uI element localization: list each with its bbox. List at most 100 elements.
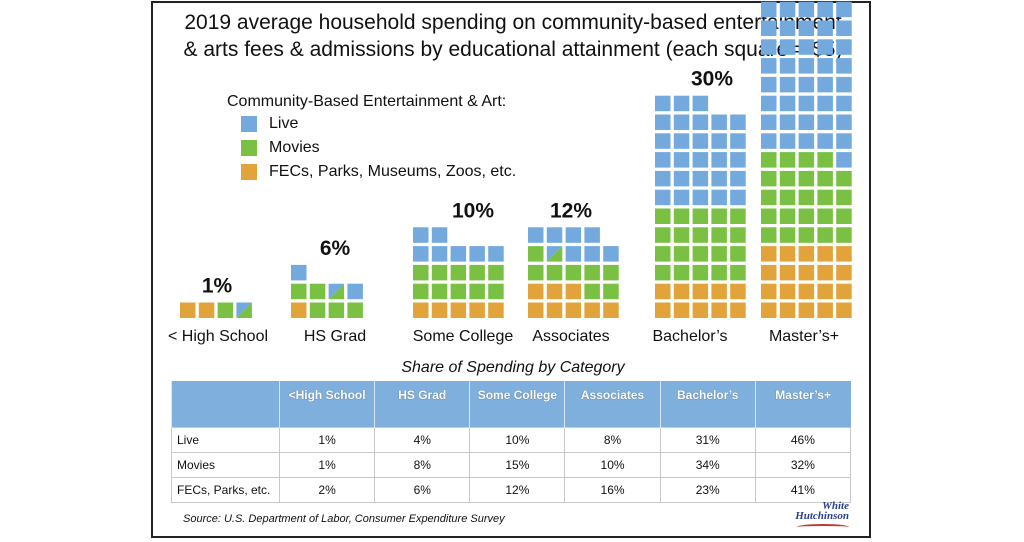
waffle-square [546, 283, 563, 300]
waffle-square [431, 302, 448, 318]
waffle-square [836, 302, 852, 318]
source-note: Source: U.S. Department of Labor, Consum… [183, 513, 505, 525]
waffle-square [817, 170, 833, 187]
waffle-square [584, 283, 600, 300]
waffle-half-square [236, 302, 252, 318]
legend-item-fecs: FECs, Parks, Museums, Zoos, etc. [241, 163, 516, 181]
waffle-square [817, 189, 833, 206]
waffle-square [779, 246, 796, 262]
waffle-square [761, 20, 777, 36]
waffle-square [798, 264, 815, 281]
waffle-square [779, 58, 796, 74]
waffle-square [673, 227, 690, 243]
waffle-square [798, 114, 815, 130]
logo-line-2: Hutchinson [795, 510, 849, 522]
legend-swatch-movies [241, 139, 257, 156]
waffle-square [711, 114, 727, 130]
share-table: <High School HS Grad Some College Associ… [171, 381, 852, 503]
waffle-square [798, 283, 815, 300]
waffle-square [565, 302, 582, 318]
waffle-half-square [328, 283, 345, 300]
waffle-square [603, 246, 619, 262]
waffle-square [761, 39, 777, 55]
waffle-square [673, 246, 690, 262]
waffle-square [836, 39, 852, 55]
waffle-square [798, 246, 815, 262]
waffle-square [761, 246, 777, 262]
waffle-square [546, 264, 563, 281]
waffle-square [692, 264, 709, 281]
waffle-square [584, 302, 600, 318]
waffle-square [692, 208, 709, 224]
table-cell: 23% [659, 477, 756, 503]
waffle-square [779, 95, 796, 112]
waffle-half-square [236, 302, 252, 318]
waffle-square [798, 39, 815, 55]
waffle-square [603, 283, 619, 300]
waffle-square [711, 246, 727, 262]
waffle-square [692, 170, 709, 187]
waffle-square [798, 76, 815, 93]
waffle-square [347, 302, 363, 318]
waffle-square [673, 133, 690, 149]
legend-swatch-live [241, 115, 257, 132]
waffle-square [655, 208, 671, 224]
table-header-masters-plus: Master’s+ [754, 381, 851, 428]
waffle-square [450, 302, 467, 318]
waffle-square [450, 264, 467, 281]
chart-title-line-1: 2019 average household spending on commu… [184, 11, 842, 34]
waffle-square [431, 227, 448, 243]
table-row-label: Live [171, 427, 280, 453]
share-label: 12% [550, 199, 592, 222]
waffle-square [692, 302, 709, 318]
waffle-square [798, 170, 815, 187]
legend-item-live: Live [241, 115, 298, 133]
table-cell: 10% [469, 427, 566, 453]
legend-label-live: Live [269, 115, 299, 132]
table-cell: 6% [374, 477, 471, 503]
waffle-half-square [546, 246, 563, 262]
table-header-row: <High School HS Grad Some College Associ… [171, 381, 851, 428]
waffle-square [584, 246, 600, 262]
waffle-square [779, 76, 796, 93]
table-cell: 8% [374, 452, 471, 478]
waffle-square [779, 227, 796, 243]
waffle-square [836, 20, 852, 36]
share-label: 10% [452, 199, 494, 222]
waffle-square [692, 114, 709, 130]
waffle-square [798, 227, 815, 243]
waffle-square [655, 264, 671, 281]
waffle-square [584, 264, 600, 281]
waffle-square [817, 152, 833, 168]
table-cell: 4% [374, 427, 471, 453]
waffle-square [655, 283, 671, 300]
waffle-square [655, 189, 671, 206]
waffle-square [431, 264, 448, 281]
table-cell: 12% [469, 477, 566, 503]
waffle-square [817, 58, 833, 74]
waffle-square [836, 170, 852, 187]
waffle-square [711, 133, 727, 149]
waffle-square [692, 227, 709, 243]
waffle-square [565, 246, 582, 262]
waffle-square [546, 227, 563, 243]
waffle-square [817, 1, 833, 18]
table-cell: 32% [754, 452, 852, 478]
waffle-square [528, 264, 544, 281]
waffle-square [779, 170, 796, 187]
waffle-square [779, 20, 796, 36]
waffle-square [291, 264, 307, 281]
waffle-square [761, 208, 777, 224]
table-cell: 46% [754, 427, 852, 453]
legend-swatch-fecs [241, 163, 257, 180]
category-label: Master’s+ [769, 328, 839, 345]
waffle-square [798, 152, 815, 168]
waffle-square [431, 283, 448, 300]
waffle-square [730, 302, 746, 318]
table-title: Share of Spending by Category [401, 359, 625, 376]
waffle-square [711, 170, 727, 187]
waffle-square [836, 227, 852, 243]
waffle-square [730, 227, 746, 243]
waffle-square [655, 302, 671, 318]
waffle-square [565, 227, 582, 243]
